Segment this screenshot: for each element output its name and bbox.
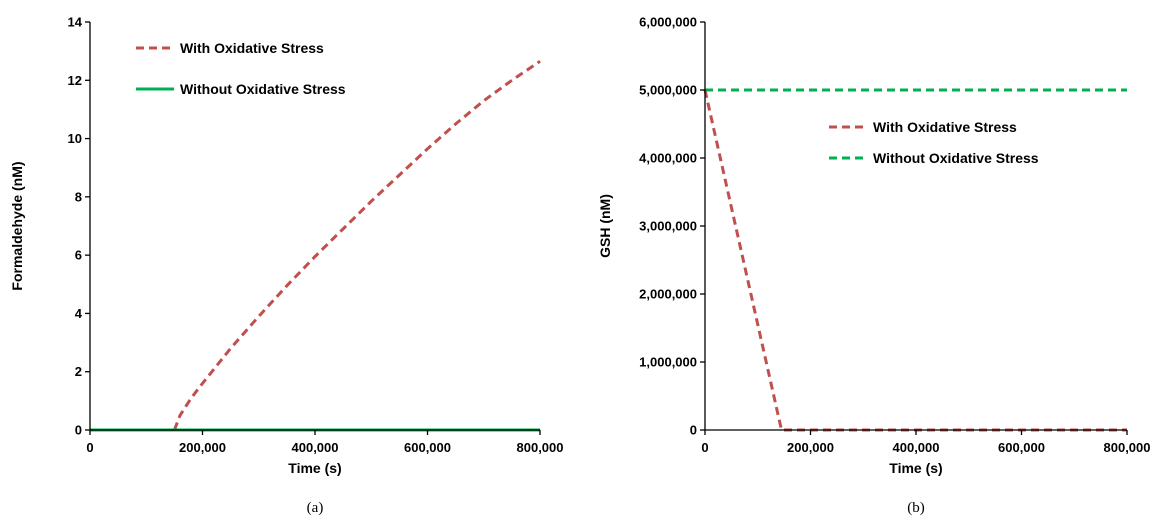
y-tick-label: 12	[68, 73, 82, 88]
panel-caption: (b)	[907, 500, 925, 516]
y-tick-label: 10	[68, 131, 82, 146]
chart-panel-b: (b) 0 1,000,000 2,000,000 3,000,000 4,000,00…	[597, 15, 1151, 517]
x-tick-label: 0	[86, 440, 93, 455]
series-line-0	[172, 60, 541, 431]
panel-caption: (a)	[307, 500, 324, 516]
x-tick-label: 800,000	[517, 440, 564, 455]
legend-label: Without Oxidative Stress	[180, 81, 346, 97]
y-tick-label: 4,000,000	[639, 151, 697, 166]
x-tick-label: 200,000	[787, 440, 834, 455]
y-axis-label: Formaldehyde (nM)	[9, 161, 25, 290]
x-tick-label: 400,000	[893, 440, 940, 455]
y-axis-label: GSH (nM)	[597, 194, 613, 258]
y-tick-label: 0	[75, 423, 82, 438]
chart-panel-a: (a) 0 2 4 6 8 10 12 14 0 200,000 400,000 600,000 800…	[9, 15, 564, 517]
y-tick-label: 0	[690, 423, 697, 438]
x-axis-label: Time (s)	[889, 460, 942, 476]
x-tick-label: 800,000	[1104, 440, 1151, 455]
x-tick-label: 0	[701, 440, 708, 455]
x-tick-label: 200,000	[179, 440, 226, 455]
legend-label: With Oxidative Stress	[180, 40, 324, 56]
x-axis-label: Time (s)	[288, 460, 341, 476]
y-tick-label: 6,000,000	[639, 15, 697, 30]
x-tick-label: 400,000	[292, 440, 339, 455]
series-line-0	[703, 89, 1127, 432]
x-tick-label: 600,000	[998, 440, 1045, 455]
y-tick-label: 1,000,000	[639, 355, 697, 370]
legend-label: Without Oxidative Stress	[873, 150, 1039, 166]
y-tick-label: 2,000,000	[639, 287, 697, 302]
y-tick-label: 6	[75, 248, 82, 263]
y-tick-label: 3,000,000	[639, 219, 697, 234]
y-tick-label: 5,000,000	[639, 83, 697, 98]
y-tick-label: 8	[75, 189, 82, 204]
legend-label: With Oxidative Stress	[873, 119, 1017, 135]
y-tick-label: 4	[75, 306, 83, 321]
y-tick-label: 2	[75, 364, 82, 379]
x-tick-label: 600,000	[404, 440, 451, 455]
y-tick-label: 14	[68, 15, 83, 30]
